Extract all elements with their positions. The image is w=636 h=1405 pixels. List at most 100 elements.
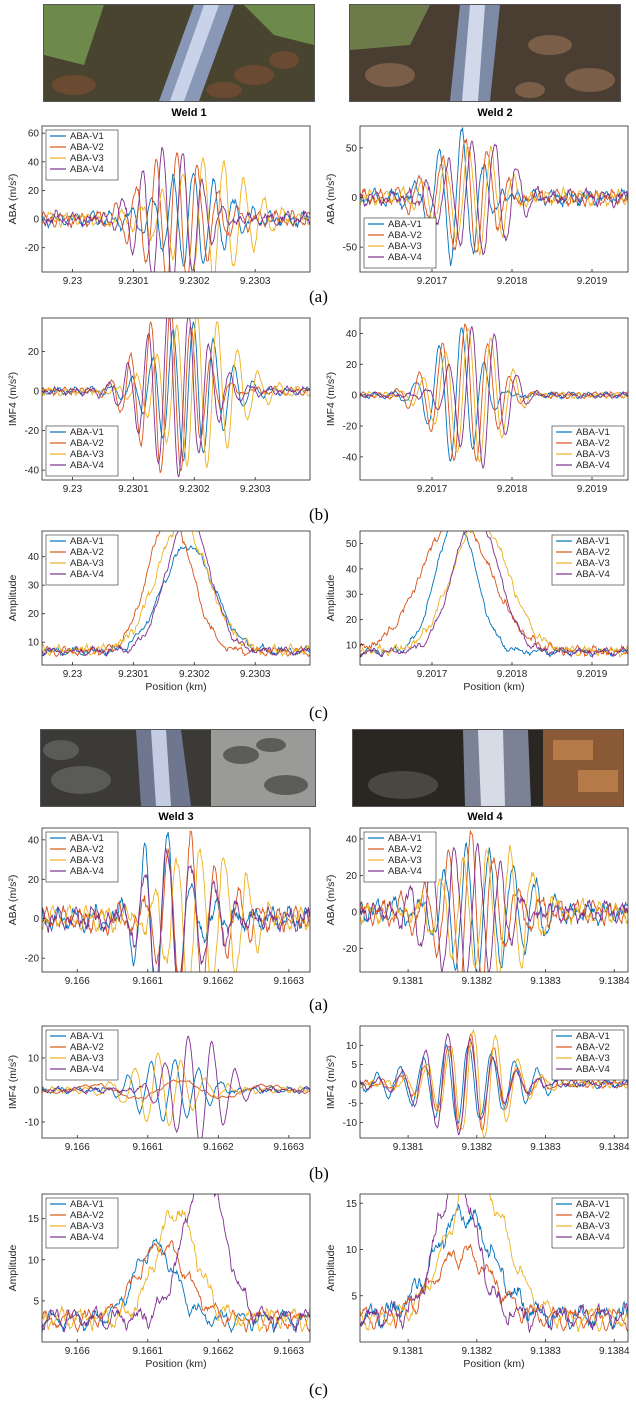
x-tick-label: 9.2302 (179, 484, 210, 495)
y-axis-label: Amplitude (7, 1245, 19, 1292)
x-tick-label: 9.1381 (393, 976, 424, 987)
x-tick-label: 9.2018 (497, 484, 528, 495)
caption-b-top: (b) (309, 505, 329, 524)
weld-1-rail-photo (43, 4, 315, 102)
x-tick-label: 9.1383 (530, 1142, 561, 1153)
y-tick-label: 40 (28, 157, 40, 168)
x-tick-label: 9.1381 (393, 1142, 424, 1153)
x-tick-label: 9.1662 (203, 976, 234, 987)
legend-label: ABA-V1 (70, 536, 104, 547)
y-tick-label: 40 (346, 834, 358, 845)
x-tick-label: 9.2303 (240, 276, 271, 287)
y-tick-label: 40 (346, 329, 358, 340)
legend-label: ABA-V1 (70, 1199, 104, 1210)
legend-label: ABA-V2 (70, 547, 104, 558)
caption-c-top: (c) (309, 703, 328, 722)
y-tick-label: -50 (343, 243, 358, 254)
series-line-aba-v2 (42, 531, 310, 658)
x-tick-label: 9.2301 (118, 484, 149, 495)
x-tick-label: 9.1662 (203, 1142, 234, 1153)
legend-label: ABA-V3 (70, 558, 104, 569)
legend-label: ABA-V1 (70, 1031, 104, 1042)
legend-label: ABA-V3 (576, 1053, 610, 1064)
y-axis-label: IMF4 (m/s²) (325, 1055, 337, 1109)
series-line-aba-v2 (360, 323, 628, 462)
legend-label: ABA-V3 (388, 241, 422, 252)
legend-label: ABA-V2 (70, 142, 104, 153)
caption-a-bottom: (a) (309, 995, 328, 1014)
series-line-aba-v3 (42, 318, 310, 468)
series-line-aba-v4 (360, 325, 628, 470)
y-tick-label: -20 (343, 944, 358, 955)
y-axis-label: ABA (m/s²) (7, 875, 19, 926)
legend-label: ABA-V4 (576, 1232, 610, 1243)
x-tick-label: 9.2018 (497, 276, 528, 287)
y-tick-label: 10 (28, 1054, 40, 1065)
legend-label: ABA-V4 (576, 1064, 610, 1075)
y-tick-label: 10 (346, 1245, 358, 1256)
y-tick-label: -40 (25, 466, 40, 477)
x-tick-label: 9.2018 (497, 669, 528, 680)
y-tick-label: -20 (25, 243, 40, 254)
y-tick-label: 5 (33, 1296, 39, 1307)
y-tick-label: 0 (33, 215, 39, 226)
y-tick-label: 20 (346, 871, 358, 882)
chart-weld4-aba: 9.1381 9.1382 9.1383 9.1384 -20 0 20 40 ABA (m/s… (325, 827, 630, 987)
y-tick-label: 20 (28, 875, 40, 886)
legend-label: ABA-V1 (70, 833, 104, 844)
plot-frame (41, 1193, 311, 1343)
legend-label: ABA-V4 (70, 569, 104, 580)
series-line-aba-v3 (42, 156, 310, 272)
legend-label: ABA-V1 (576, 1031, 610, 1042)
legend-label: ABA-V2 (576, 1042, 610, 1053)
legend-label: ABA-V3 (576, 558, 610, 569)
caption-c-bottom: (c) (309, 1380, 328, 1399)
legend-label: ABA-V4 (576, 569, 610, 580)
series-line-aba-v2 (360, 138, 628, 254)
x-axis-label: Position (km) (463, 1358, 524, 1370)
series-line-aba-v4 (360, 1033, 628, 1136)
y-axis-label: IMF4 (m/s²) (7, 1055, 19, 1109)
y-tick-label: 15 (346, 1199, 358, 1210)
x-tick-label: 9.1661 (132, 1142, 163, 1153)
x-tick-label: 9.2019 (577, 276, 608, 287)
series-line-aba-v4 (360, 1194, 628, 1334)
legend-label: ABA-V1 (576, 427, 610, 438)
y-tick-label: -20 (25, 954, 40, 965)
y-tick-label: 15 (28, 1214, 40, 1225)
series-line-aba-v3 (360, 845, 628, 972)
y-tick-label: 0 (351, 1079, 357, 1090)
y-tick-label: -10 (343, 1118, 358, 1129)
y-tick-label: 10 (28, 638, 40, 649)
caption-a-top: (a) (309, 287, 328, 306)
y-tick-label: -10 (25, 1118, 40, 1129)
x-tick-label: 9.1383 (530, 1346, 561, 1357)
chart-weld1-aba: 9.23 9.2301 9.2302 9.2303 -20 0 20 40 60 ABA (m/s… (7, 125, 311, 287)
chart-weld2-aba: 9.2017 9.2018 9.2019 -50 0 50 ABA (m/s²) ABA-V1… (325, 125, 629, 287)
legend-label: ABA-V3 (576, 449, 610, 460)
series-line-aba-v2 (360, 1244, 628, 1333)
series-line-aba-v4 (42, 147, 310, 272)
y-tick-label: 40 (346, 564, 358, 575)
legend-label: ABA-V1 (388, 833, 422, 844)
y-tick-label: 20 (28, 186, 40, 197)
y-tick-label: -20 (25, 426, 40, 437)
y-axis-label: Amplitude (325, 575, 337, 622)
plot-frame (41, 827, 311, 973)
chart-weld1-amplitude: 9.23 9.2301 9.2302 9.2303 10 20 30 40 Amplitude P… (7, 530, 311, 693)
legend-label: ABA-V3 (70, 449, 104, 460)
series-line-aba-v4 (42, 1035, 310, 1138)
y-tick-label: 50 (346, 539, 358, 550)
y-tick-label: 10 (28, 1255, 40, 1266)
weld-4-title: Weld 4 (467, 811, 503, 823)
x-tick-label: 9.1384 (599, 1142, 630, 1153)
y-axis-label: IMF4 (m/s²) (7, 372, 19, 426)
x-tick-label: 9.1662 (203, 1346, 234, 1357)
y-axis-label: Amplitude (325, 1245, 337, 1292)
legend-label: ABA-V3 (70, 153, 104, 164)
chart-weld3-aba: 9.166 9.1661 9.1662 9.1663 -20 0 20 40 ABA (m/s²… (7, 827, 311, 987)
y-tick-label: 20 (346, 615, 358, 626)
x-tick-label: 9.1661 (132, 976, 163, 987)
